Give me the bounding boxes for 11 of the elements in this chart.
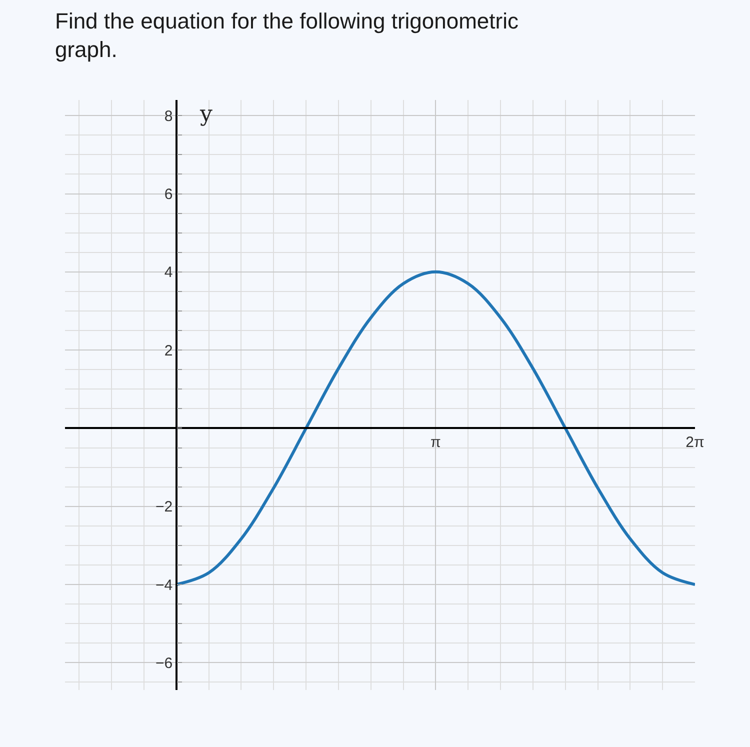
y-tick-label: 6 <box>164 186 173 204</box>
y-tick-label: −2 <box>156 498 173 516</box>
y-tick-label: −6 <box>156 654 173 672</box>
x-tick-label: 2π <box>686 434 704 451</box>
y-tick-label: 4 <box>164 264 173 282</box>
x-tick-label: π <box>430 434 441 451</box>
y-axis-title: y <box>199 102 213 127</box>
y-tick-label: 8 <box>164 108 173 125</box>
y-tick-label: −4 <box>156 576 173 594</box>
chart-title: Find the equation for the following trigonometric graph. <box>55 8 518 62</box>
y-tick-label: 2 <box>164 342 173 360</box>
